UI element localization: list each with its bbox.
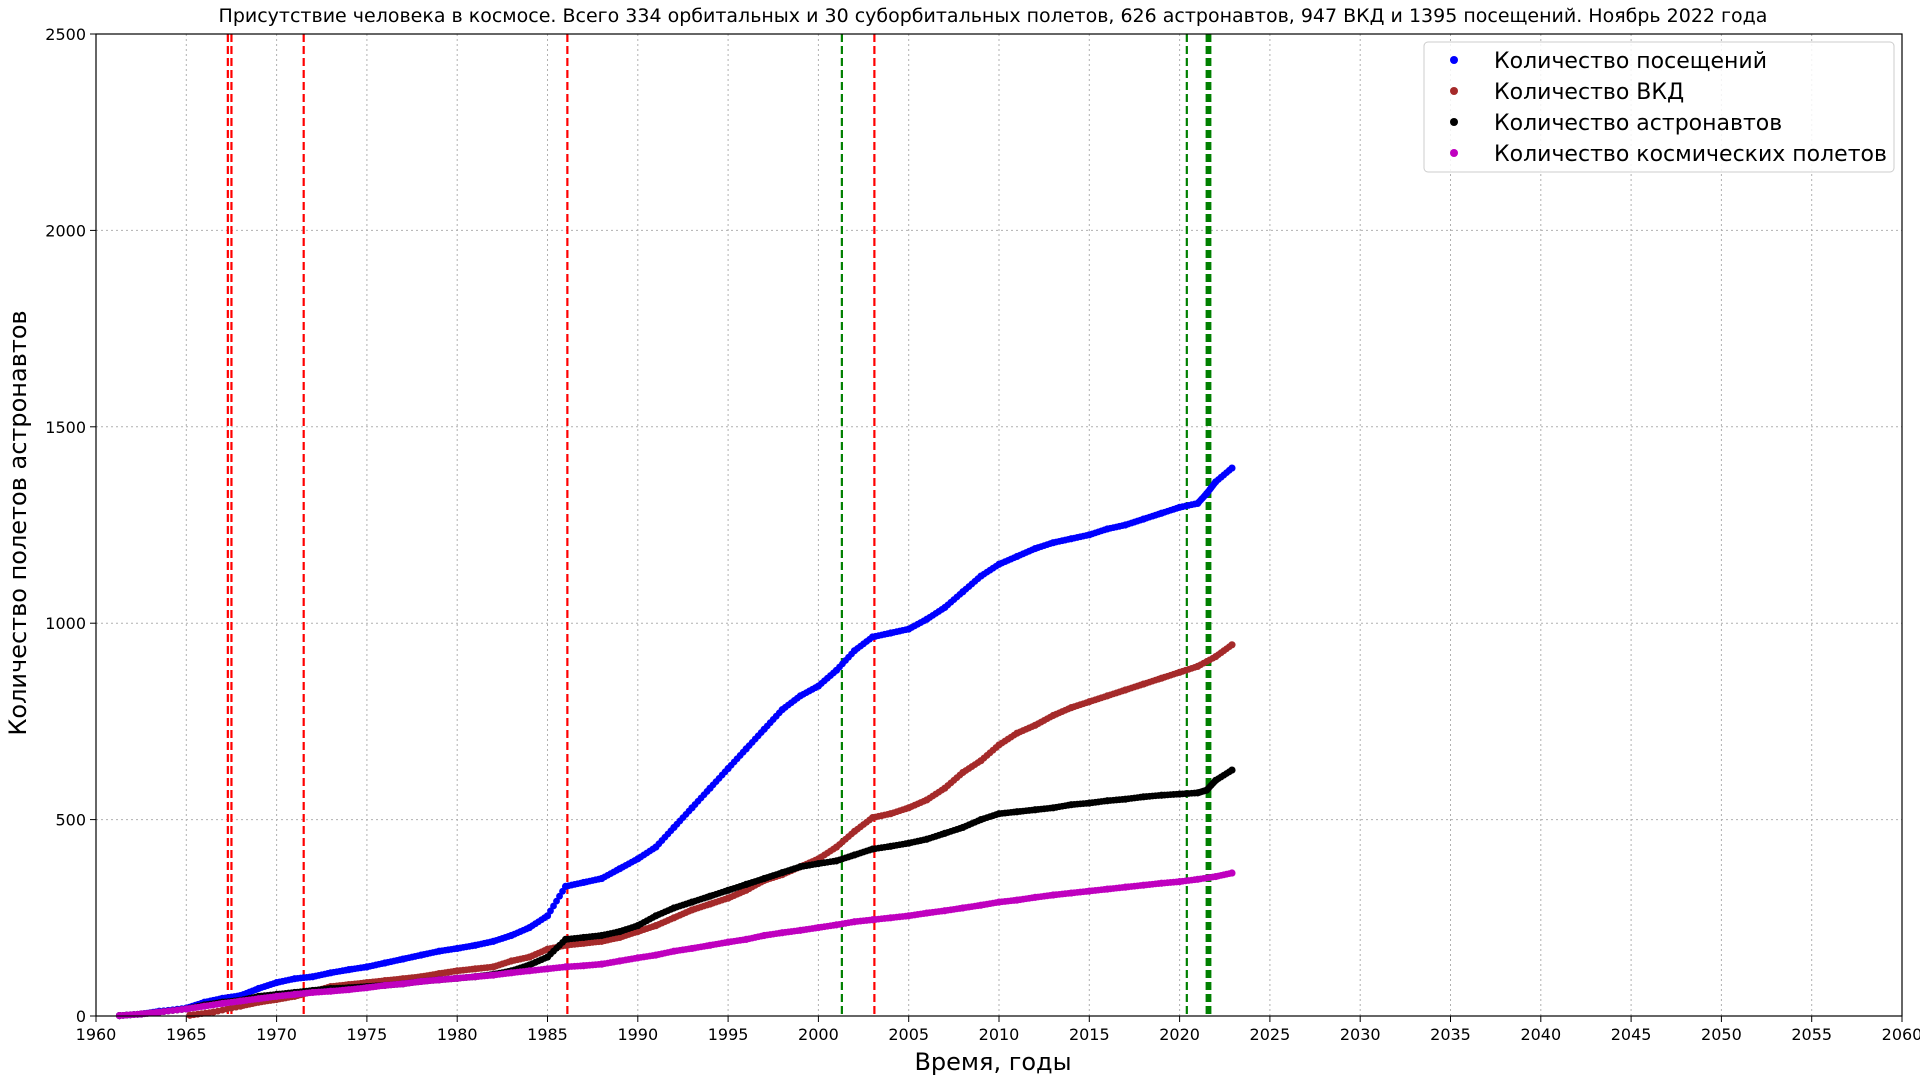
x-tick-label: 2045	[1611, 1025, 1652, 1044]
legend-marker	[1450, 149, 1458, 157]
data-point-fill	[550, 902, 557, 910]
y-axis-label: Количество полетов астронавтов	[4, 310, 32, 735]
legend-entry: Количество космических полетов	[1494, 142, 1887, 167]
x-tick-label: 1965	[166, 1025, 207, 1044]
y-tick-label: 0	[76, 1007, 86, 1026]
x-tick-label: 1975	[347, 1025, 388, 1044]
x-tick-label: 2055	[1791, 1025, 1832, 1044]
x-tick-label: 2020	[1159, 1025, 1200, 1044]
x-tick-label: 2025	[1250, 1025, 1291, 1044]
x-ticks: 1960 1965 1970 1975 1980 1985 1990 1995 2000 2005…	[76, 1016, 1920, 1044]
y-ticks: 0 500 1000 1500 2000 2500	[45, 25, 96, 1026]
series-3	[115, 869, 1236, 1020]
data-point-fill	[547, 907, 554, 915]
legend-marker	[1450, 118, 1458, 126]
x-tick-label: 2050	[1701, 1025, 1742, 1044]
data-point	[1228, 766, 1236, 774]
x-tick-label: 1980	[437, 1025, 478, 1044]
legend-box	[1423, 41, 1895, 173]
x-tick-label: 2005	[888, 1025, 929, 1044]
legend: Количество посещений Количество ВКД Количе…	[1423, 41, 1895, 173]
x-tick-label: 1960	[76, 1025, 117, 1044]
x-tick-label: 1985	[527, 1025, 568, 1044]
data-point	[1228, 641, 1236, 649]
x-tick-label: 2060	[1882, 1025, 1920, 1044]
y-tick-label: 1500	[45, 418, 86, 437]
x-tick-label: 2035	[1430, 1025, 1471, 1044]
data-point-fill	[553, 897, 560, 905]
legend-entry: Количество посещений	[1494, 49, 1767, 74]
x-tick-label: 1995	[708, 1025, 749, 1044]
y-tick-label: 2000	[45, 221, 86, 240]
y-tick-label: 2500	[45, 25, 86, 44]
legend-entry: Количество ВКД	[1494, 80, 1684, 105]
data-point-fill	[556, 892, 563, 900]
legend-marker	[1450, 87, 1458, 95]
x-tick-label: 1970	[256, 1025, 297, 1044]
x-tick-label: 1990	[617, 1025, 658, 1044]
vertical-event-lines	[226, 34, 1212, 1016]
x-tick-label: 2010	[979, 1025, 1020, 1044]
y-tick-label: 500	[55, 811, 86, 830]
legend-entry: Количество астронавтов	[1494, 111, 1782, 136]
chart-title: Присутствие человека в космосе. Всего 33…	[219, 5, 1768, 27]
data-point	[1228, 464, 1236, 472]
x-tick-label: 2000	[798, 1025, 839, 1044]
x-tick-label: 2015	[1069, 1025, 1110, 1044]
data-point	[1228, 869, 1236, 877]
series-layer	[115, 464, 1236, 1020]
x-axis-label: Время, годы	[914, 1048, 1071, 1076]
legend-marker	[1450, 56, 1458, 64]
x-tick-label: 2030	[1340, 1025, 1381, 1044]
y-tick-label: 1000	[45, 614, 86, 633]
x-tick-label: 2040	[1520, 1025, 1561, 1044]
